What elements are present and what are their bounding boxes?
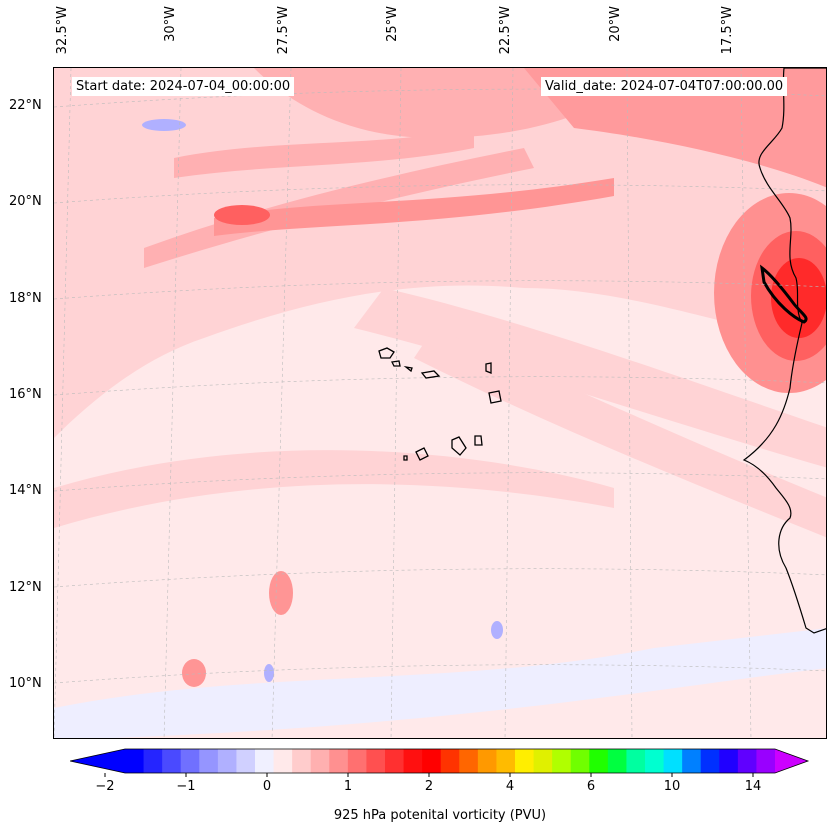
pv-negative-band-south	[54, 628, 826, 738]
pv-band-mid	[54, 450, 614, 528]
colorbar-swatch	[645, 749, 665, 773]
colorbar-swatch	[273, 749, 293, 773]
colorbar-swatch	[125, 749, 145, 773]
pv-blob-neg-10n	[264, 664, 274, 682]
colorbar-swatch	[143, 749, 163, 773]
longitude-label: 20°W	[608, 6, 623, 42]
colorbar-swatch	[403, 749, 423, 773]
colorbar-outline	[70, 748, 810, 774]
colorbar-swatch	[366, 749, 386, 773]
colorbar-swatch	[310, 749, 330, 773]
colorbar-swatch	[292, 749, 312, 773]
colorbar-swatch	[180, 749, 200, 773]
colorbar-tick-label: 0	[262, 779, 272, 794]
pv-streak-3	[214, 178, 614, 236]
colorbar-tick-label: 2	[424, 779, 434, 794]
map-panel: Start date: 2024-07-04_00:00:00 Valid_da…	[53, 67, 827, 739]
latitude-label: 12°N	[9, 580, 42, 595]
longitude-label: 25°W	[385, 6, 400, 42]
latitude-label: 18°N	[9, 291, 42, 306]
valid-date-label: Valid_date: 2024-07-04T07:00:00.00	[541, 77, 788, 96]
colorbar-swatch	[162, 749, 182, 773]
pv-coastal-max-inner	[771, 258, 826, 338]
colorbar-swatch	[496, 749, 516, 773]
colorbar-label: 925 hPa potenital vorticity (PVU)	[333, 808, 547, 823]
colorbar-swatch	[477, 749, 497, 773]
colorbar-swatch	[626, 749, 646, 773]
latitude-label: 16°N	[9, 387, 42, 402]
colorbar-swatch	[570, 749, 590, 773]
colorbar-swatch	[440, 749, 460, 773]
colorbar-swatch	[533, 749, 553, 773]
graticule	[54, 68, 826, 738]
cape-verde-islands	[378, 347, 502, 461]
colorbar-swatch	[663, 749, 683, 773]
latitude-label: 20°N	[9, 194, 42, 209]
pv-blob-10n	[182, 659, 206, 687]
pv-blob-19n	[214, 205, 270, 225]
colorbar-tick-label: 10	[663, 779, 681, 794]
colorbar-swatch	[552, 749, 572, 773]
colorbar-tick-label: 14	[744, 779, 762, 794]
latitude-label: 14°N	[9, 483, 42, 498]
pv-streak-2	[174, 128, 474, 178]
colorbar-swatch	[607, 749, 627, 773]
colorbar-swatch	[236, 749, 256, 773]
pv-blob-neg-11n	[491, 621, 503, 639]
colorbar-swatch	[719, 749, 739, 773]
pv-top-right	[524, 68, 826, 188]
colorbar-extend-low	[70, 749, 125, 773]
longitude-label: 17.5°W	[720, 6, 735, 55]
longitude-label: 32.5°W	[55, 6, 70, 55]
colorbar-extend-high	[775, 749, 808, 773]
colorbar-tick-label: 4	[505, 779, 515, 794]
colorbar-swatch	[422, 749, 442, 773]
colorbar-swatch	[700, 749, 720, 773]
colorbar-swatch	[589, 749, 609, 773]
colorbar-swatch	[737, 749, 757, 773]
pv-blob-12n	[269, 571, 293, 615]
colorbar-swatch	[756, 749, 776, 773]
pv-band-diagonal	[354, 288, 826, 468]
colorbar-swatch	[385, 749, 405, 773]
colorbar	[70, 748, 810, 777]
colorbar-swatch	[515, 749, 535, 773]
latitude-label: 22°N	[9, 98, 42, 113]
longitude-label: 22.5°W	[498, 6, 513, 55]
colorbar-swatch	[255, 749, 275, 773]
colorbar-tick-label: −2	[95, 779, 115, 794]
colorbar-swatch	[217, 749, 237, 773]
colorbar-tick-label: 1	[343, 779, 353, 794]
pv-contour-map	[54, 68, 826, 738]
longitude-label: 30°W	[163, 6, 178, 42]
pv-blob-neg-22n	[142, 119, 186, 131]
colorbar-tick-label: −1	[176, 779, 196, 794]
colorbar-swatch	[199, 749, 219, 773]
colorbar-swatch	[682, 749, 702, 773]
colorbar-swatch	[347, 749, 367, 773]
longitude-label: 27.5°W	[276, 6, 291, 55]
africa-coastline	[742, 68, 826, 634]
start-date-label: Start date: 2024-07-04_00:00:00	[72, 77, 295, 96]
pv-band-diagonal-2	[414, 328, 826, 538]
colorbar-tick-label: 6	[586, 779, 596, 794]
pv-1pvu-contour	[760, 264, 808, 324]
latitude-label: 10°N	[9, 676, 42, 691]
colorbar-swatch	[329, 749, 349, 773]
colorbar-swatch	[459, 749, 479, 773]
